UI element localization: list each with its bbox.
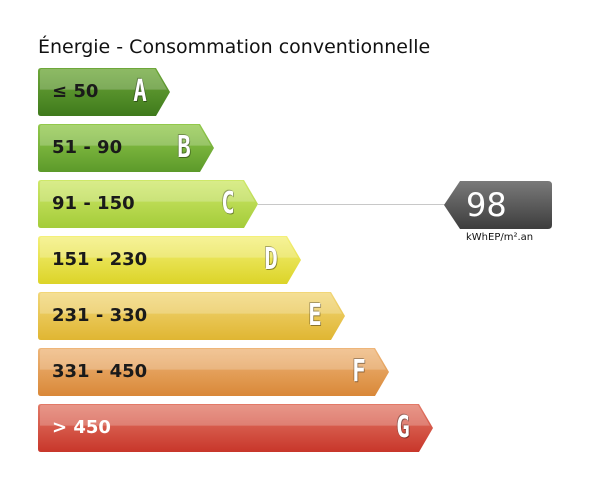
energy-band-c: 91 - 150 C [38,180,260,228]
energy-band-d: 151 - 230 D [38,236,303,284]
energy-band-letter: F [352,354,366,389]
energy-band-letter: E [308,298,322,333]
chart-title: Énergie - Consommation conventionnelle [38,36,431,58]
energy-band-range: 51 - 90 [52,137,123,158]
energy-band-letter: C [221,186,235,221]
energy-band-letter: B [177,130,191,165]
energy-band-range: 151 - 230 [52,249,148,270]
energy-band-letter: D [264,242,278,277]
energy-band-a: ≤ 50 A [38,68,172,116]
energy-band-shape [38,124,214,172]
energy-band-shape [38,68,170,116]
result-unit: kWhEP/m².an [466,232,534,243]
result-tag-shape [444,181,552,229]
result-value-tag: 98 [444,181,552,229]
energy-band-shape [38,236,301,284]
energy-band-e: 231 - 330 E [38,292,347,340]
energy-band-range: ≤ 50 [52,81,99,102]
energy-band-shape [38,180,258,228]
energy-band-g: > 450 G [38,404,435,452]
result-value: 98 [466,186,507,224]
energy-band-range: 91 - 150 [52,193,135,214]
energy-band-letter: G [396,410,410,445]
energy-band-b: 51 - 90 B [38,124,216,172]
energy-band-letter: A [133,74,147,109]
energy-band-range: 231 - 330 [52,305,148,326]
energy-band-range: 331 - 450 [52,361,148,382]
result-connector-line [258,204,458,205]
energy-band-shape [38,348,389,396]
energy-band-shape [38,404,433,452]
energy-band-shape [38,292,345,340]
energy-band-f: 331 - 450 F [38,348,391,396]
energy-band-range: > 450 [52,417,111,438]
